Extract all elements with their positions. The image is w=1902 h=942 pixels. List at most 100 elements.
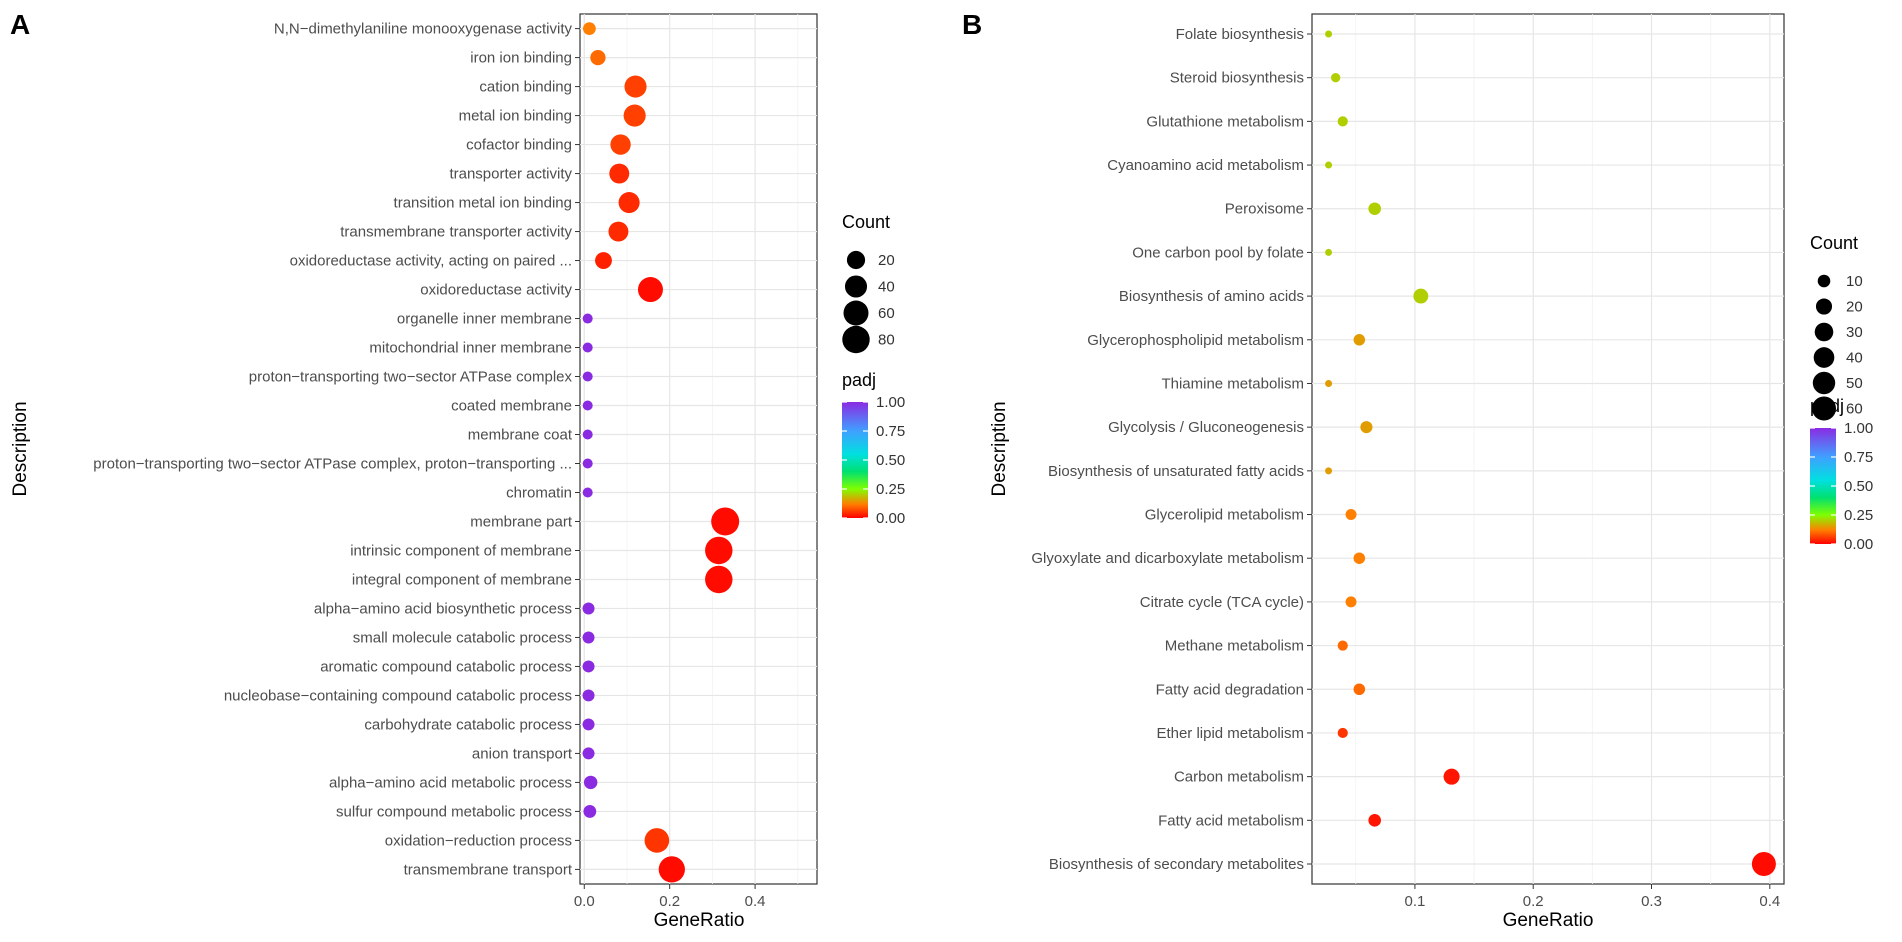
x-tick-label: 0.1 <box>1404 893 1425 910</box>
y-tick-label: mitochondrial inner membrane <box>369 340 572 357</box>
y-tick-label: Glycerolipid metabolism <box>1145 507 1304 524</box>
plot-panel <box>579 13 818 885</box>
y-axis-title: Description <box>10 401 31 496</box>
panel-a: A N,N−dimethylaniline monooxygenase acti… <box>10 9 905 931</box>
x-tick-label: 0.4 <box>745 893 766 910</box>
legend-size-swatch <box>1814 322 1834 342</box>
y-tick-label: Citrate cycle (TCA cycle) <box>1140 594 1304 611</box>
y-axis-title: Description <box>989 401 1010 496</box>
data-points <box>1325 30 1776 876</box>
legend-size-swatch <box>846 250 866 270</box>
y-tick-label: Fatty acid degradation <box>1156 681 1304 698</box>
legend-color-label: 0.75 <box>876 423 905 440</box>
data-point <box>1331 73 1341 83</box>
y-tick-labels: Folate biosynthesis Steroid biosynthesis G… <box>1031 26 1312 873</box>
data-point <box>1325 248 1333 256</box>
y-tick-label: One carbon pool by folate <box>1132 244 1304 261</box>
y-tick-label: oxidoreductase activity <box>420 282 572 299</box>
x-tick-label: 0.2 <box>659 893 680 910</box>
legend-size-swatch <box>843 300 869 326</box>
data-point <box>582 747 595 760</box>
legend-size-swatch <box>1815 298 1833 315</box>
data-point <box>608 221 629 242</box>
x-axis-title: GeneRatio <box>654 910 745 931</box>
legend-color-title: padj <box>842 370 876 390</box>
data-point <box>582 313 593 324</box>
x-tick-label: 0.0 <box>574 893 595 910</box>
y-tick-label: organelle inner membrane <box>397 311 572 328</box>
data-point <box>582 660 595 673</box>
legend-size-swatch <box>1812 371 1836 395</box>
panel-label: B <box>962 9 982 40</box>
data-point <box>582 22 596 36</box>
data-point <box>1325 161 1333 169</box>
y-tick-label: Folate biosynthesis <box>1176 26 1304 43</box>
legend-size-label: 10 <box>1846 273 1863 290</box>
y-tick-label: Biosynthesis of unsaturated fatty acids <box>1048 463 1304 480</box>
y-tick-label: anion transport <box>472 745 573 762</box>
legend-size-title: Count <box>1810 233 1858 253</box>
y-tick-label: Cyanoamino acid metabolism <box>1107 157 1304 174</box>
y-tick-label: coated membrane <box>451 398 572 415</box>
gridlines <box>1312 14 1784 884</box>
y-tick-label: small molecule catabolic process <box>353 629 572 646</box>
data-point <box>1353 683 1366 696</box>
y-tick-label: sulfur compound metabolic process <box>336 803 572 820</box>
data-point <box>1368 202 1381 216</box>
data-point <box>1413 288 1429 304</box>
data-point <box>644 828 670 853</box>
y-tick-label: cation binding <box>479 79 572 96</box>
legend-size-label: 40 <box>878 279 895 296</box>
y-tick-label: proton−transporting two−sector ATPase co… <box>249 369 573 386</box>
y-tick-label: Biosynthesis of amino acids <box>1119 288 1304 305</box>
plot-panel <box>1311 13 1785 885</box>
legend-color-label: 1.00 <box>1844 420 1873 437</box>
data-point <box>658 856 685 883</box>
legend-color-label: 0.50 <box>876 452 905 469</box>
data-point <box>610 134 631 155</box>
x-axis: 0.0 0.2 0.4 <box>574 884 766 910</box>
x-tick-label: 0.4 <box>1759 893 1780 910</box>
data-point <box>1337 116 1348 127</box>
y-tick-label: oxidoreductase activity, acting on paire… <box>290 253 572 270</box>
data-point <box>1345 509 1357 520</box>
legend-color-label: 0.25 <box>876 481 905 498</box>
data-point <box>637 277 663 303</box>
legend-size-label: 60 <box>878 305 895 322</box>
data-point <box>1353 552 1366 564</box>
x-axis-title: GeneRatio <box>1503 910 1594 931</box>
y-tick-label: Ether lipid metabolism <box>1156 725 1304 742</box>
y-tick-label: Methane metabolism <box>1165 638 1304 655</box>
legend-size-title: Count <box>842 212 890 232</box>
legend-size-swatch <box>842 325 870 354</box>
legend-size-label: 40 <box>1846 350 1863 367</box>
legend-color-label: 0.25 <box>1844 507 1873 524</box>
y-tick-label: N,N−dimethylaniline monooxygenase activi… <box>274 21 573 38</box>
data-point <box>582 631 595 644</box>
data-point <box>582 487 593 498</box>
data-point <box>582 458 593 469</box>
legend-size-swatch <box>1817 274 1831 288</box>
y-tick-label: intrinsic component of membrane <box>350 542 572 559</box>
legend-color-label: 0.00 <box>1844 536 1873 553</box>
legend-size-label: 20 <box>1846 299 1863 316</box>
data-point <box>582 718 595 731</box>
y-tick-label: chromatin <box>506 484 572 501</box>
y-tick-label: metal ion binding <box>459 108 572 125</box>
data-point <box>623 104 646 127</box>
legend-size-swatch <box>844 275 868 298</box>
y-tick-label: proton−transporting two−sector ATPase co… <box>93 455 572 472</box>
data-point <box>595 252 612 269</box>
y-tick-label: transition metal ion binding <box>394 195 572 212</box>
data-point <box>1337 727 1348 739</box>
data-point <box>582 342 593 353</box>
data-point <box>1353 334 1366 346</box>
y-tick-label: cofactor binding <box>466 137 572 154</box>
legend-size-label: 20 <box>878 252 895 269</box>
legend-size-swatch <box>1813 347 1835 368</box>
data-point <box>1751 852 1776 876</box>
data-point <box>1368 814 1381 827</box>
data-point <box>583 805 597 818</box>
